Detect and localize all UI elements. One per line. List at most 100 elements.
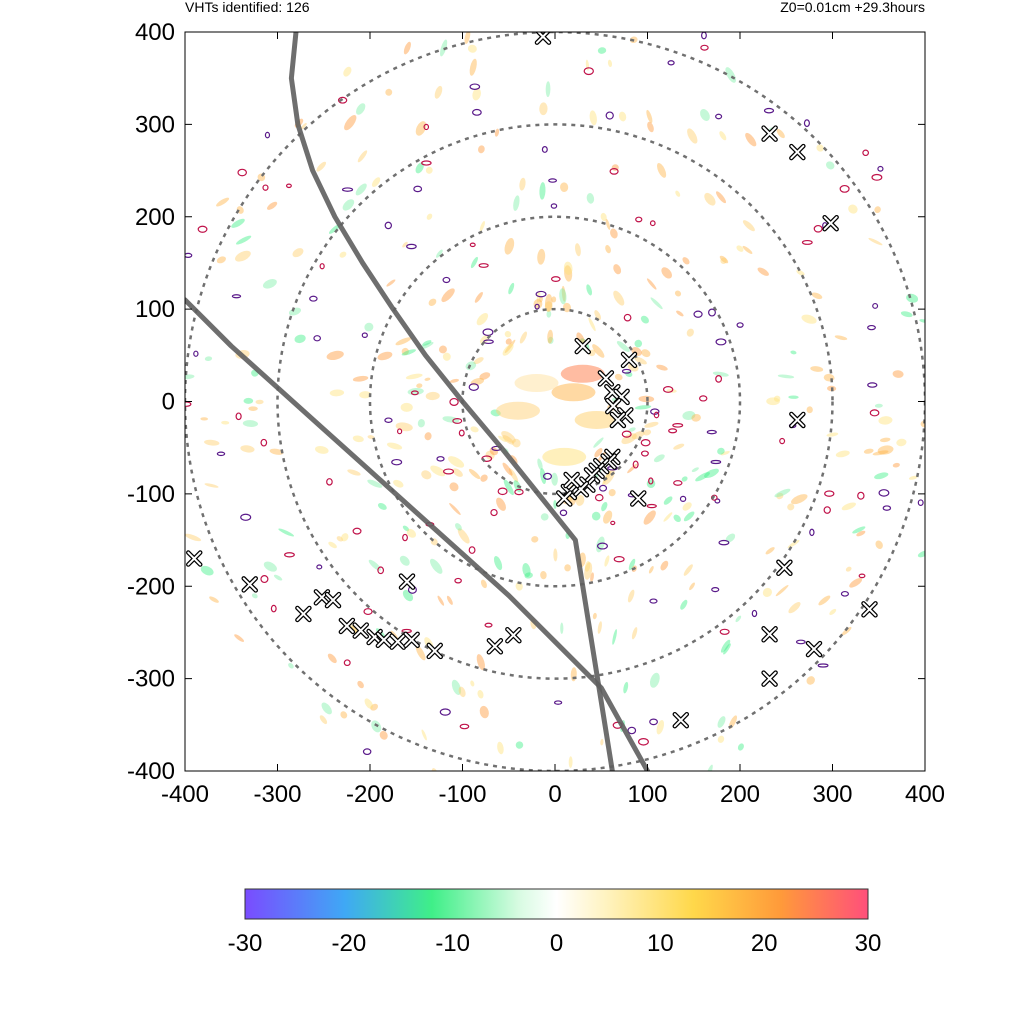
contour-loop [550,203,558,209]
field-blob [267,201,278,210]
perturbation-field [149,32,943,783]
field-blob [673,514,681,523]
field-blob [185,533,202,542]
field-blob [357,150,368,163]
field-blob [234,634,245,642]
field-blob [243,397,254,404]
plot-area: -400 -300 -200 -100 0 100 200 300 400 400 300 200 1… [127,19,945,808]
field-blob [352,375,369,382]
contour-loop [649,718,658,726]
contour-loop [548,178,558,183]
field-blob [515,741,524,749]
field-blob [643,510,656,525]
field-blob [251,593,258,599]
contour-loop [149,441,154,446]
contour-loop [260,575,269,584]
x-tick-label: 200 [720,781,760,808]
field-blob [564,265,573,282]
field-blob [790,350,797,355]
vht-marker [597,370,615,387]
field-blob [288,662,294,669]
field-blob [663,496,673,505]
field-blob [787,539,800,549]
field-blob [539,102,548,116]
contour-loop [621,430,632,438]
field-blob [235,250,251,262]
field-blob [352,435,364,443]
vht-marker [822,214,839,232]
field-blob [605,245,611,254]
contour-loop [284,552,295,558]
contour-loop [419,777,426,783]
contour-loop [632,460,639,469]
contour-loop [285,183,292,189]
field-blob [539,296,543,303]
contour-loop [594,493,604,502]
field-blob [614,373,623,381]
field-blob [502,343,514,356]
field-blob [401,347,409,356]
field-blob [919,319,925,323]
field-blob [473,357,484,365]
core-blob [551,383,596,402]
vht-marker [620,351,638,369]
field-blob [765,547,775,555]
contour-loop [436,456,445,462]
field-blob [660,560,669,571]
vht-marker [789,411,806,429]
contour-loop [763,107,775,114]
contour-loop [706,429,717,435]
field-blob [657,163,667,178]
field-blob [560,182,569,193]
field-blob [776,129,785,139]
contour-loop [646,503,657,509]
contour-loop [197,225,208,233]
contour-loop [801,239,813,245]
vht-marker [574,337,591,355]
field-blob [676,310,684,317]
contour-loop [803,119,810,128]
contour-loop [862,149,870,157]
field-blob [255,399,264,405]
colorbar: -30 -20 -10 0 10 20 30 [228,888,881,957]
field-blob [935,474,943,483]
vht-marker [324,591,342,609]
field-blob [416,383,423,389]
field-blob [559,288,567,305]
contour-loop [673,480,683,486]
contour-loop [260,438,268,447]
field-blob [835,450,850,458]
contour-loop [442,276,451,284]
contour-loop [319,263,325,270]
contour-loop [316,564,323,570]
field-blob [689,582,695,591]
contour-loop [609,168,619,175]
field-blob [737,743,744,751]
field-blob [575,243,581,257]
vht-marker [426,642,443,660]
field-blob [159,367,172,376]
field-blob [496,497,506,511]
colorbar-tick-label: -10 [435,930,470,957]
field-blob [633,356,647,365]
contour-loop [384,417,393,424]
vht-marker [295,605,312,623]
contour-loop [363,608,373,616]
contour-loop [472,108,482,116]
field-blob [359,391,372,399]
field-blob [204,483,219,488]
field-blob [791,494,808,505]
contour-loop [237,168,247,177]
field-blob [476,312,489,326]
field-blob [339,251,347,258]
field-blob [673,443,685,450]
field-blob [700,109,710,121]
contour-loop [534,303,540,310]
field-blob [856,530,866,537]
contour-loop [640,450,649,457]
contour-loop [668,428,678,434]
field-blob [663,512,673,522]
field-blob [561,285,566,302]
contour-loop [627,726,637,735]
field-blob [440,39,448,57]
